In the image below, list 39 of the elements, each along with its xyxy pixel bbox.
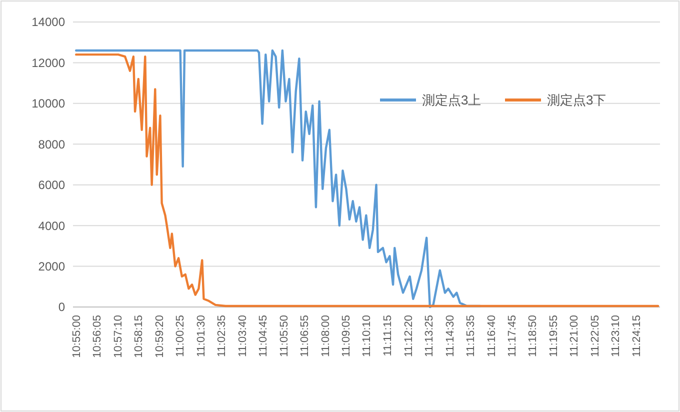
x-tick-label: 11:19:55 <box>548 315 560 358</box>
x-tick-label: 10:55:00 <box>70 315 83 358</box>
x-tick-label: 10:58:15 <box>133 315 146 358</box>
x-tick-label: 11:01:30 <box>195 315 208 358</box>
y-tick-label: 14000 <box>32 15 66 30</box>
x-tick-label: 11:13:25 <box>423 315 436 358</box>
x-tick-label: 10:56:05 <box>92 315 104 358</box>
y-tick-label: 2000 <box>38 259 66 274</box>
y-tick-label: 4000 <box>38 218 66 233</box>
x-tick-label: 11:05:50 <box>278 315 290 358</box>
legend-label: 測定点3下 <box>547 92 606 108</box>
y-tick-label: 12000 <box>32 56 66 70</box>
y-tick-label: 0 <box>58 300 66 314</box>
x-tick-label: 11:16:40 <box>486 315 498 358</box>
y-tick-label: 10000 <box>32 96 66 111</box>
x-tick-label: 11:03:40 <box>236 315 249 358</box>
line-series <box>75 53 660 308</box>
y-tick-label: 8000 <box>38 137 66 152</box>
x-tick-label: 11:23:10 <box>610 315 622 358</box>
x-tick-label: 11:17:45 <box>506 315 518 358</box>
x-tick-label: 11:00:25 <box>174 315 187 358</box>
x-tick-label: 11:24:15 <box>630 315 643 358</box>
x-tick-label: 11:18:50 <box>527 315 540 358</box>
x-tick-label: 11:02:35 <box>216 315 228 358</box>
x-tick-label: 11:15:35 <box>464 315 477 358</box>
x-tick-label: 11:04:45 <box>258 315 270 358</box>
x-tick-label: 11:14:30 <box>444 315 456 358</box>
x-tick-label: 10:57:10 <box>112 315 124 358</box>
x-tick-label: 11:06:55 <box>299 315 312 358</box>
x-tick-label: 11:09:05 <box>340 315 353 358</box>
legend-label: 測定点3上 <box>422 92 482 108</box>
y-tick-label: 6000 <box>38 178 66 192</box>
x-tick-label: 11:10:10 <box>361 315 374 358</box>
x-tick-label: 11:21:00 <box>568 315 581 358</box>
x-tick-label: 11:08:00 <box>320 315 332 358</box>
x-tick-label: 10:59:20 <box>154 315 166 358</box>
x-tick-label: 11:11:15 <box>382 315 394 356</box>
x-tick-label: 11:12:20 <box>402 315 415 358</box>
x-tick-label: 11:22:05 <box>589 315 602 358</box>
